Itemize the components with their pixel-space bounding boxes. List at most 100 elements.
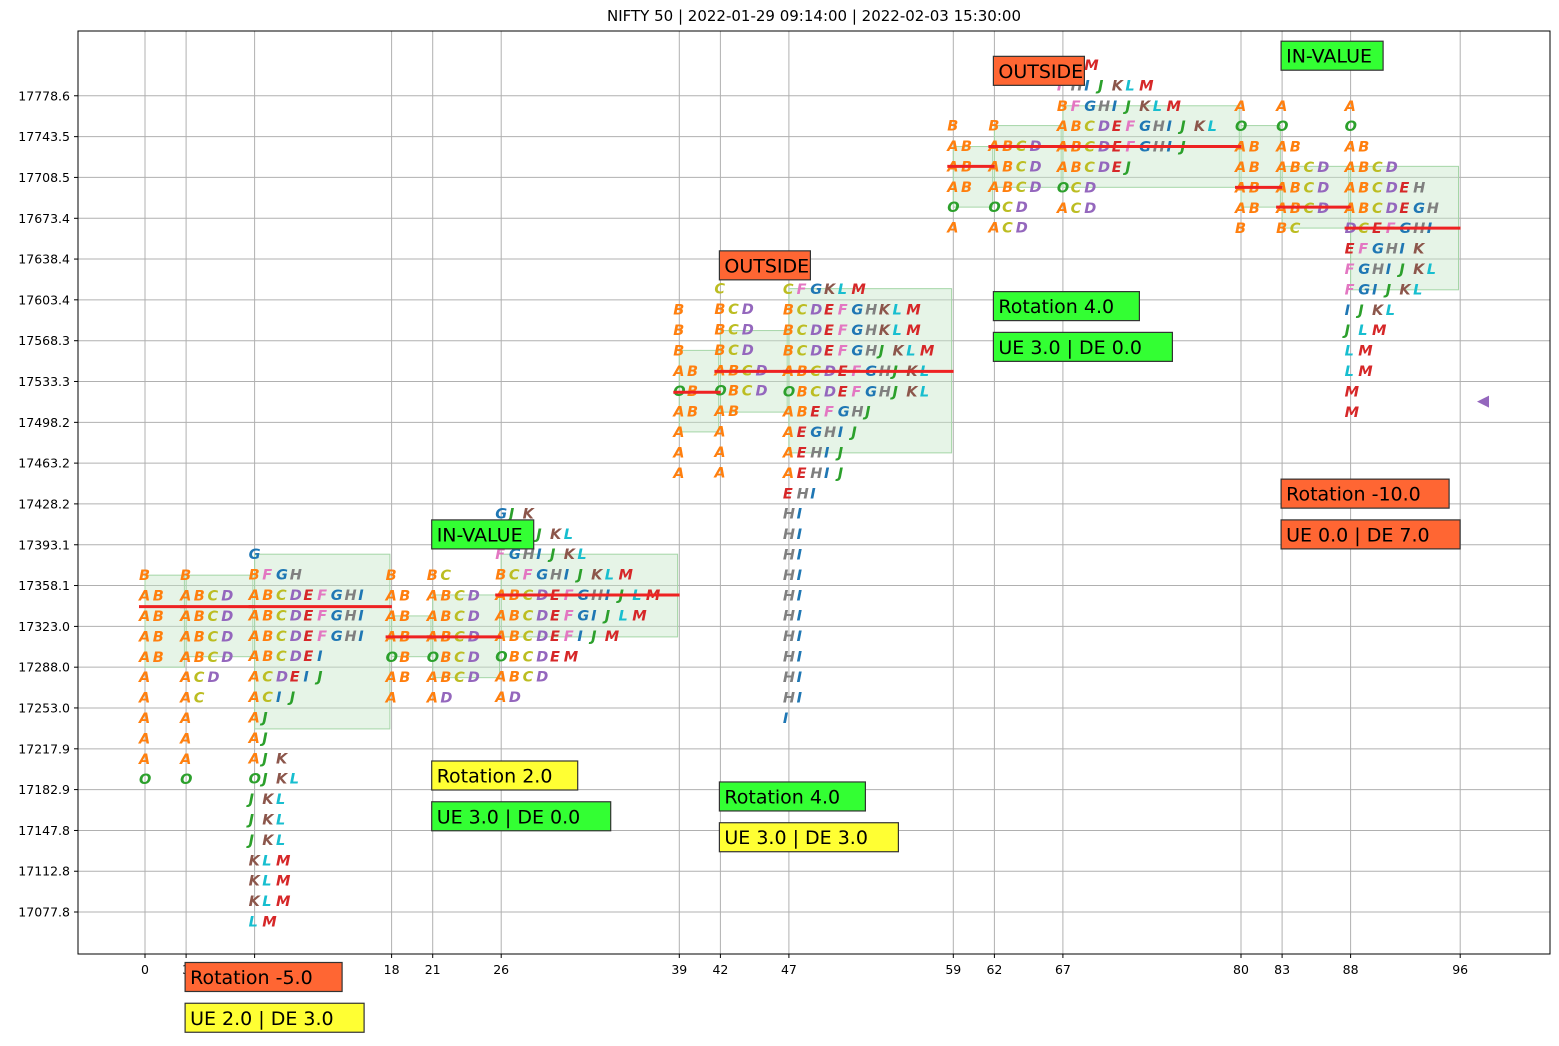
tpo-letter: A	[987, 221, 999, 237]
annotation-label: Rotation 2.0	[437, 765, 553, 787]
tpo-letter: G	[331, 629, 343, 645]
tpo-letter: M	[1372, 323, 1387, 339]
tpo-letter: D	[221, 629, 233, 645]
tpo-letter: C	[797, 343, 808, 359]
tpo-letter: B	[947, 119, 958, 135]
tpo-letter: B	[399, 650, 410, 666]
tpo-letter: D	[509, 690, 521, 706]
tpo-letter: A	[179, 670, 191, 686]
tpo-letter: I	[276, 690, 282, 706]
tpo-letter: L	[1208, 119, 1217, 135]
tpo-letter: C	[440, 568, 451, 584]
tpo-letter: B	[509, 608, 520, 624]
tpo-letter: D	[1098, 160, 1110, 176]
tpo-letter: G	[851, 323, 863, 339]
tpo-letter: D	[208, 670, 220, 686]
tpo-letter: G	[810, 282, 822, 298]
tpo-letter: B	[1276, 221, 1287, 237]
tpo-letter: B	[1002, 180, 1013, 196]
tpo-letter: B	[194, 589, 205, 605]
tpo-letter: C	[276, 629, 287, 645]
tpo-letter: F	[317, 588, 327, 604]
annotation-background	[1280, 519, 1461, 550]
tpo-letter: H	[345, 608, 357, 624]
annotation-box: UE 2.0 | DE 3.0	[184, 1002, 365, 1033]
tpo-letter: B	[1290, 180, 1301, 196]
tpo-letter: H	[783, 650, 795, 666]
tpo-letter: M	[632, 608, 647, 624]
tpo-letter: K	[550, 527, 563, 543]
tpo-letter: C	[276, 588, 287, 604]
tpo-letter: J	[259, 731, 268, 747]
tpo-letter: C	[714, 282, 725, 298]
tpo-letter: B	[714, 343, 725, 359]
tpo-letter: F	[1125, 119, 1135, 135]
annotation-background	[992, 55, 1086, 86]
tpo-letter: D	[221, 650, 233, 666]
tpo-letter: J	[259, 751, 268, 767]
x-tick-label: 62	[986, 962, 1002, 977]
y-tick-label: 17217.9	[18, 741, 70, 756]
tpo-letter: C	[262, 690, 273, 706]
tpo-letter: B	[262, 588, 273, 604]
tpo-letter: I	[591, 608, 597, 624]
tpo-letter: D	[824, 384, 836, 400]
tpo-letter: E	[303, 629, 313, 645]
annotation-label: UE 3.0 | DE 3.0	[724, 827, 868, 849]
tpo-letter: M	[262, 915, 277, 931]
tpo-letter: K	[276, 751, 289, 767]
y-tick-label: 17323.0	[18, 619, 70, 634]
tpo-letter: D	[290, 629, 302, 645]
tpo-letter: L	[1345, 364, 1354, 380]
annotation-label: Rotation 4.0	[998, 296, 1114, 318]
tpo-letter: L	[838, 282, 847, 298]
tpo-letter: O	[180, 772, 192, 788]
tpo-letter: C	[1084, 119, 1095, 135]
plot-frame	[77, 30, 1551, 955]
x-tick-label: 80	[1233, 962, 1249, 977]
tpo-letter: H	[345, 629, 357, 645]
tpo-letter: D	[221, 609, 233, 625]
tpo-letter: D	[1098, 119, 1110, 135]
tpo-letter: A	[782, 445, 794, 461]
tpo-letter: D	[1016, 221, 1028, 237]
tpo-letter: E	[783, 486, 793, 502]
tpo-letter: B	[673, 303, 684, 319]
tpo-letter: B	[427, 568, 438, 584]
tpo-letter: K	[1194, 119, 1207, 135]
tpo-letter: A	[385, 589, 397, 605]
annotation-box: Rotation -10.0	[1280, 478, 1450, 509]
tpo-letter: D	[1386, 201, 1398, 217]
tpo-letter: A	[248, 608, 260, 624]
tpo-letter: L	[1153, 99, 1162, 115]
tpo-letter: H	[1413, 180, 1425, 196]
tpo-letter: C	[1304, 201, 1315, 217]
tpo-letter: C	[1290, 221, 1301, 237]
tpo-letter: A	[426, 609, 438, 625]
tpo-letter: A	[179, 650, 191, 666]
tpo-letter: J	[259, 772, 268, 788]
tpo-letter: C	[454, 589, 465, 605]
tpo-letter: J	[1122, 99, 1131, 115]
tpo-letter: M	[1139, 78, 1154, 94]
tpo-letter: M	[1345, 384, 1360, 400]
tpo-letter: F	[1071, 99, 1081, 115]
tpo-letter: A	[1344, 180, 1356, 196]
tpo-letter: B	[386, 568, 397, 584]
tpo-letter: H	[810, 445, 822, 461]
tpo-letter: I	[358, 629, 364, 645]
tpo-letter: L	[290, 772, 299, 788]
tpo-letter: F	[1345, 282, 1355, 298]
tpo-letter: B	[1235, 221, 1246, 237]
tpo-letter: B	[509, 670, 520, 686]
tpo-letter: E	[1112, 119, 1122, 135]
tpo-letter: A	[1275, 140, 1287, 156]
tpo-letter: A	[1275, 160, 1287, 176]
tpo-letter: D	[468, 609, 480, 625]
annotation-label: OUTSIDE	[724, 255, 809, 277]
annotation-box: Rotation 4.0	[992, 291, 1141, 322]
annotation-box: Rotation -5.0	[184, 961, 343, 993]
tpo-letter: A	[138, 711, 150, 727]
annotation-background	[718, 250, 812, 281]
tpo-letter: J	[246, 792, 255, 808]
